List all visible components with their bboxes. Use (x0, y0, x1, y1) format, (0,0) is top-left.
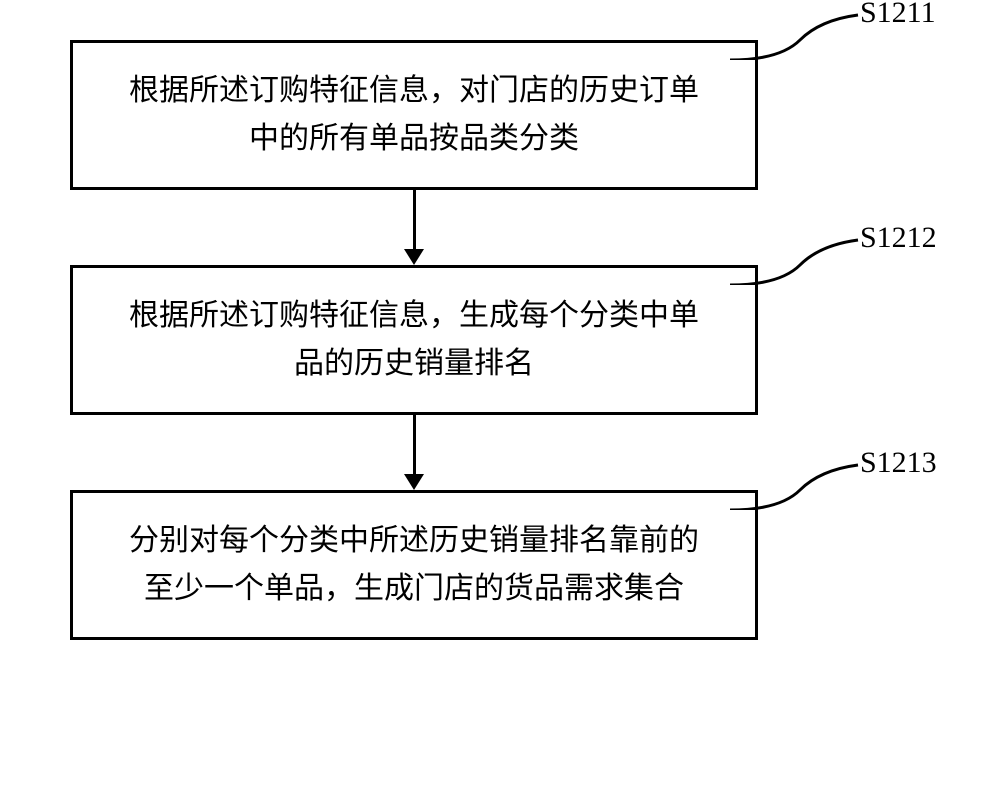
step-3-line2: 至少一个单品，生成门店的货品需求集合 (129, 565, 699, 613)
step-2-line2: 品的历史销量排名 (129, 340, 699, 388)
step-3-label: S1213 (860, 446, 937, 480)
step-2-line1: 根据所述订购特征信息，生成每个分类中单 (129, 292, 699, 340)
step-2-container: 根据所述订购特征信息，生成每个分类中单 品的历史销量排名 S1212 (70, 265, 950, 415)
step-box-3: 分别对每个分类中所述历史销量排名靠前的 至少一个单品，生成门店的货品需求集合 (70, 490, 758, 640)
step-3-line1: 分别对每个分类中所述历史销量排名靠前的 (129, 517, 699, 565)
step-2-text: 根据所述订购特征信息，生成每个分类中单 品的历史销量排名 (129, 292, 699, 388)
step-1-line1: 根据所述订购特征信息，对门店的历史订单 (129, 67, 699, 115)
step-1-line2: 中的所有单品按品类分类 (129, 115, 699, 163)
connector-1 (730, 10, 860, 60)
connector-2 (730, 235, 860, 285)
step-1-text: 根据所述订购特征信息，对门店的历史订单 中的所有单品按品类分类 (129, 67, 699, 163)
arrow-1-head (404, 249, 424, 265)
step-1-container: 根据所述订购特征信息，对门店的历史订单 中的所有单品按品类分类 S1211 (70, 40, 950, 190)
arrow-2-head (404, 474, 424, 490)
arrow-2 (70, 415, 758, 490)
step-3-text: 分别对每个分类中所述历史销量排名靠前的 至少一个单品，生成门店的货品需求集合 (129, 517, 699, 613)
arrow-1 (70, 190, 758, 265)
arrow-1-line (413, 190, 416, 249)
arrow-2-line (413, 415, 416, 474)
step-2-label: S1212 (860, 221, 937, 255)
flowchart-container: 根据所述订购特征信息，对门店的历史订单 中的所有单品按品类分类 S1211 根据… (70, 40, 950, 640)
step-box-1: 根据所述订购特征信息，对门店的历史订单 中的所有单品按品类分类 (70, 40, 758, 190)
step-1-label: S1211 (860, 0, 936, 30)
step-box-2: 根据所述订购特征信息，生成每个分类中单 品的历史销量排名 (70, 265, 758, 415)
connector-3 (730, 460, 860, 510)
step-3-container: 分别对每个分类中所述历史销量排名靠前的 至少一个单品，生成门店的货品需求集合 S… (70, 490, 950, 640)
